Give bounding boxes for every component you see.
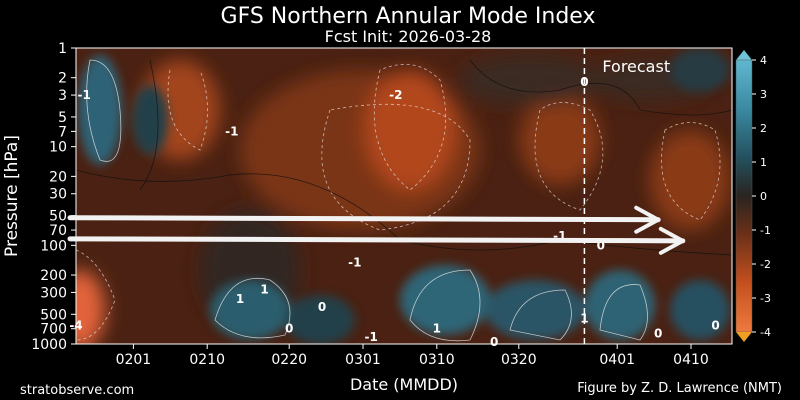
contour-label: -1 (225, 124, 238, 138)
chart-title: GFS Northern Annular Mode Index (221, 4, 596, 29)
forecast-label: Forecast (602, 57, 670, 76)
y-tick-label: 500 (40, 307, 67, 323)
x-tick-label: 0301 (345, 352, 381, 368)
contour-label: 0 (597, 238, 605, 252)
annotation-arrow-shaft (67, 236, 686, 244)
footer-credit: Figure by Z. D. Lawrence (NMT) (577, 381, 782, 396)
x-tick-label: 0210 (189, 352, 225, 368)
contour-label: 0 (580, 75, 588, 89)
contour-label: -1 (365, 330, 378, 344)
annotation-arrows (67, 205, 686, 255)
y-tick-label: 50 (49, 209, 67, 225)
x-tick-label: 0220 (271, 352, 307, 368)
contour-label: 1 (260, 282, 268, 296)
annotation-arrow-shaft (67, 215, 661, 223)
y-tick-label: 700 (40, 322, 67, 338)
y-tick-label: 30 (49, 187, 67, 203)
y-tick-label: 1000 (31, 337, 67, 353)
y-tick-label: 20 (49, 169, 67, 185)
x-tick-label: 0310 (419, 352, 455, 368)
colorbar-scale (735, 59, 753, 333)
colorbar-tick-label: 2 (760, 122, 767, 135)
colorbar-tick-label: 4 (760, 54, 767, 67)
contour-label: -2 (389, 88, 402, 102)
contour-label: 1 (580, 311, 588, 325)
footer-site: stratobserve.com (20, 383, 134, 398)
x-tick-label: 0201 (116, 352, 152, 368)
x-axis-label: Date (MMDD) (350, 375, 458, 394)
y-tick-label: 200 (40, 268, 67, 284)
y-tick-label: 1 (58, 41, 67, 57)
contour-label: -4 (69, 319, 82, 333)
colorbar-tick-label: -2 (760, 258, 771, 271)
annotation-arrow-head (658, 226, 685, 255)
annotation-arrow-head (634, 205, 661, 234)
y-tick-label: 7 (58, 124, 67, 140)
y-tick-label: 100 (40, 238, 67, 254)
contour-label: 0 (654, 326, 662, 340)
plot-frame (75, 47, 733, 345)
contour-label: 1 (433, 322, 441, 336)
colorbar-tick-label: 0 (760, 190, 767, 203)
chart-subtitle: Fcst Init: 2026-03-28 (325, 27, 492, 46)
colorbar-min-extension (736, 332, 752, 342)
colorbar-tick-label: 3 (760, 88, 767, 101)
contour-label: -1 (78, 88, 91, 102)
x-tick-label: 0401 (599, 352, 635, 368)
y-tick-label: 300 (40, 285, 67, 301)
colorbar-tick-label: -4 (760, 326, 771, 339)
contour-label: -1 (348, 256, 361, 270)
y-tick-label: 70 (49, 223, 67, 239)
colorbar-ticks: 4 3 2 1 0 -1 -2 -3 -4 (752, 54, 771, 339)
contour-label: 1 (236, 292, 244, 306)
heatmap-field (76, 48, 732, 344)
colorbar: 4 3 2 1 0 -1 -2 -3 -4 (735, 50, 771, 342)
y-axis-label: Pressure [hPa] (2, 135, 22, 257)
contour-label: 0 (318, 300, 326, 314)
colorbar-max-extension (736, 50, 752, 60)
colorbar-tick-label: -3 (760, 292, 771, 305)
x-tick-label: 0320 (501, 352, 537, 368)
x-tick-label: 0410 (673, 352, 709, 368)
y-tick-label: 10 (49, 140, 67, 156)
colorbar-tick-label: 1 (760, 156, 767, 169)
colorbar-tick-label: -1 (760, 224, 771, 237)
contour-label: 0 (711, 319, 719, 333)
y-tick-label: 2 (58, 71, 67, 87)
x-axis: 0201 0210 0220 0301 0310 0320 0401 0410 (116, 344, 709, 368)
y-tick-label: 5 (58, 110, 67, 126)
y-tick-label: 3 (58, 88, 67, 104)
contour-label: 0 (285, 322, 293, 336)
contour-label: 0 (490, 335, 498, 349)
